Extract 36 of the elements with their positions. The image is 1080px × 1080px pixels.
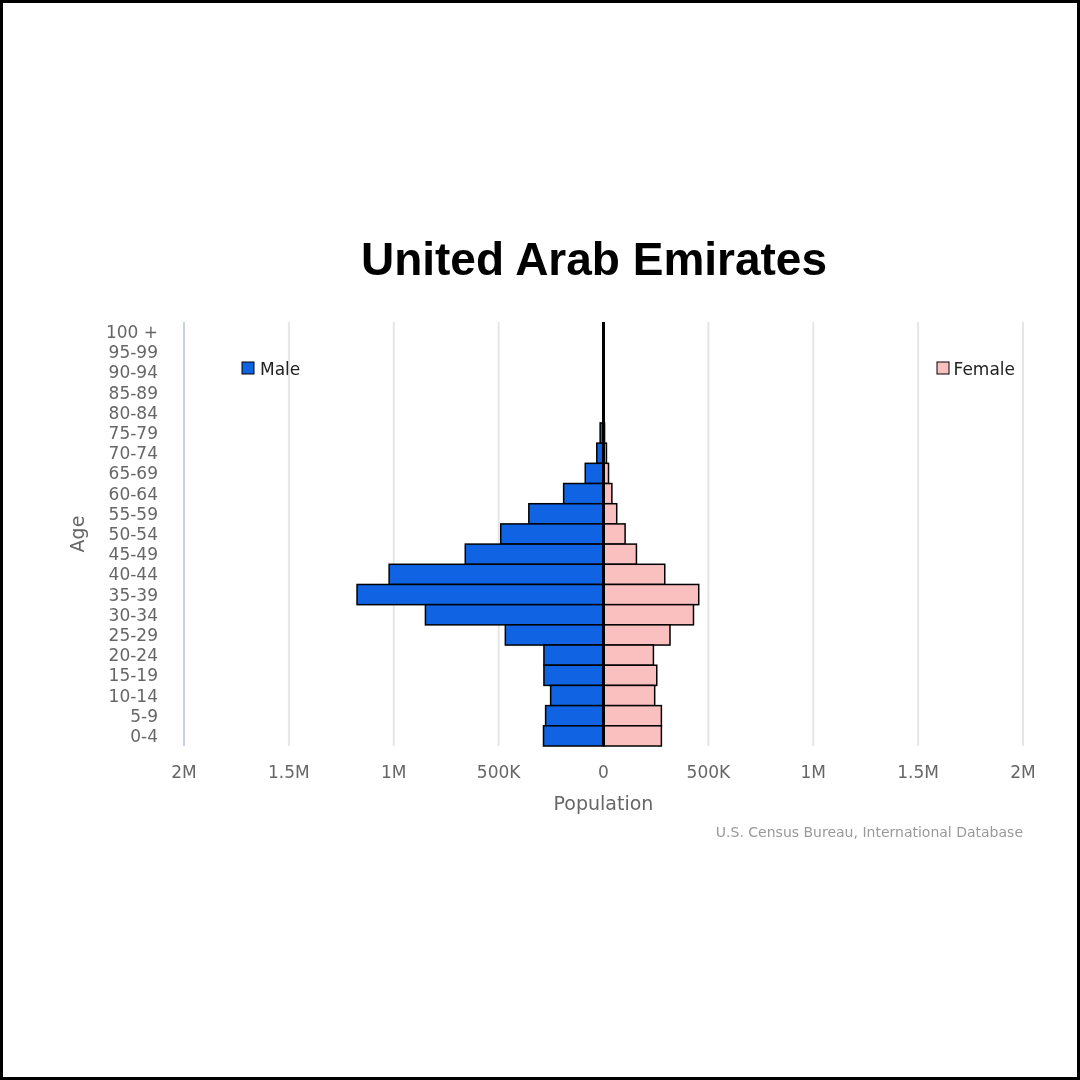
x-tick-label: 1M <box>381 762 407 782</box>
y-tick-label: 80-84 <box>108 402 158 423</box>
y-tick-label: 20-24 <box>108 645 158 666</box>
y-tick-label: 0-4 <box>130 725 158 746</box>
x-axis-title: Population <box>553 792 654 814</box>
y-axis-title: Age <box>66 515 88 553</box>
legend-label: Male <box>260 359 301 379</box>
y-tick-label: 55-59 <box>108 503 158 524</box>
y-tick-label: 70-74 <box>108 443 158 464</box>
y-tick-label: 30-34 <box>108 604 158 625</box>
y-tick-label: 15-19 <box>108 665 158 686</box>
x-tick-label: 2M <box>171 762 197 782</box>
y-tick-label: 10-14 <box>108 685 158 706</box>
text: U.S. Census Bureau, International Database <box>715 824 1023 840</box>
x-tick-label: 500K <box>476 762 522 782</box>
y-tick-label: 95-99 <box>108 342 158 363</box>
y-tick-label: 5-9 <box>130 705 158 726</box>
y-tick-label: 35-39 <box>108 584 158 605</box>
legend-label: Female <box>953 359 1015 379</box>
y-tick-label: 45-49 <box>108 544 158 565</box>
y-tick-label: 75-79 <box>108 423 158 444</box>
x-tick-label: 2M <box>1010 762 1036 782</box>
y-tick-label: 100 + <box>105 322 158 343</box>
x-tick-label: 1.5M <box>268 762 310 782</box>
y-tick-label: 65-69 <box>108 463 158 484</box>
y-tick-label: 85-89 <box>108 382 158 403</box>
y-tick-label: 40-44 <box>108 564 158 585</box>
y-tick-label: 25-29 <box>108 624 158 645</box>
x-tick-label: 500K <box>686 762 732 782</box>
y-tick-label: 90-94 <box>108 362 158 383</box>
chart-title: United Arab Emirates <box>360 233 828 285</box>
x-tick-label: 1M <box>800 762 826 782</box>
y-tick-label: 50-54 <box>108 524 158 544</box>
x-tick-label: 1.5M <box>897 762 939 782</box>
y-tick-label: 60-64 <box>108 483 158 504</box>
x-tick-label: 0 <box>598 762 609 782</box>
